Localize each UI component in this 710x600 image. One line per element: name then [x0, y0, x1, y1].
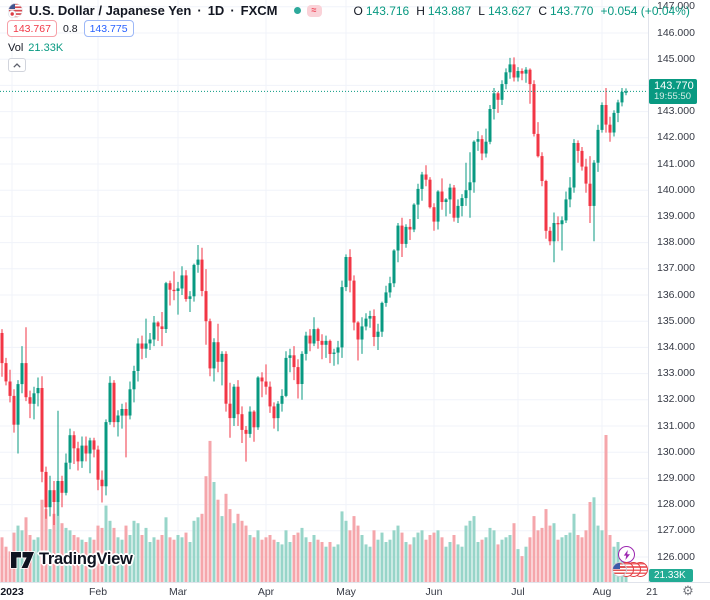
price-axis-label: 139.000 [657, 209, 695, 222]
price-axis-label: 143.000 [657, 105, 695, 118]
price-axis-label: 128.000 [657, 498, 695, 511]
symbol-legend[interactable]: U.S. Dollar / Japanese Yen · 1D · FXCM ≈… [8, 3, 690, 18]
spread-value: 0.8 [62, 22, 78, 35]
collapse-legend-button[interactable] [8, 58, 26, 72]
time-axis-label: 21 [646, 586, 658, 598]
close-label: C [538, 3, 548, 18]
price-axis-label: 133.000 [657, 367, 695, 380]
bid-ask-row: 143.767 0.8 143.775 [7, 20, 134, 37]
time-axis-label: Jun [425, 586, 443, 598]
title-separator: · [230, 3, 235, 18]
price-axis-label: 126.000 [657, 550, 695, 563]
ohlc-readout: O 143.716 H 143.887 L 143.627 C 143.770 +0.0… [354, 4, 690, 18]
price-axis-label: 131.000 [657, 419, 695, 432]
buy-ask-button[interactable]: 143.775 [83, 20, 134, 37]
sell-bid-button[interactable]: 143.767 [7, 20, 57, 37]
title-separator: · [197, 3, 202, 18]
price-axis-label: 129.000 [657, 471, 695, 484]
price-axis-label: 127.000 [657, 524, 695, 537]
close-value: 143.770 [550, 3, 594, 18]
instant-trading-button[interactable] [618, 546, 635, 563]
time-axis-label: Apr [257, 586, 275, 598]
tradingview-watermark[interactable]: TradingView [10, 550, 133, 569]
timezone-settings-gear-icon[interactable]: ⚙ [682, 583, 694, 598]
time-axis-label: Mar [168, 586, 188, 598]
symbol-title[interactable]: U.S. Dollar / Japanese Yen [29, 3, 192, 18]
lightning-icon [623, 549, 630, 560]
high-value: 143.887 [427, 3, 472, 18]
price-axis-label: 135.000 [657, 314, 695, 327]
price-axis-label: 132.000 [657, 393, 695, 406]
interval-label[interactable]: 1D [207, 3, 225, 18]
time-axis-label: Aug [592, 586, 612, 598]
price-axis-label: 146.000 [657, 26, 695, 39]
time-axis-label: Feb [88, 586, 108, 598]
last-price-value: 143.770 [654, 80, 694, 93]
volume-legend[interactable]: Vol 21.33K [8, 42, 63, 54]
volume-axis-tag: 21.33K [649, 569, 693, 582]
us-flag-icon [612, 562, 627, 577]
last-price-tag: 143.770 19:55:50 [649, 79, 697, 105]
price-axis-label: 140.000 [657, 183, 695, 196]
low-label: L [478, 3, 485, 18]
price-axis-label: 142.000 [657, 131, 695, 144]
price-axis-label: 134.000 [657, 340, 695, 353]
currency-pair-flag-icon [8, 3, 23, 18]
open-value: 143.716 [365, 3, 410, 18]
time-axis-label: Jul [511, 586, 525, 598]
tradingview-logo-icon [10, 550, 35, 569]
time-axis[interactable]: 2023 Feb Mar Apr May Jun Jul Aug 21 [0, 582, 710, 600]
price-axis-label: 130.000 [657, 445, 695, 458]
exchange-label[interactable]: FXCM [240, 3, 278, 18]
time-axis-label: May [336, 586, 356, 598]
candlestick-chart-canvas[interactable] [0, 0, 648, 582]
price-axis-label: 145.000 [657, 52, 695, 65]
price-axis-label: 136.000 [657, 288, 695, 301]
volume-label: Vol [8, 42, 24, 54]
low-value: 143.627 [487, 3, 532, 18]
bar-countdown: 19:55:50 [654, 91, 691, 103]
market-notice-icon[interactable]: ≈ [306, 4, 322, 17]
price-axis-label: 138.000 [657, 236, 695, 249]
change-value: +0.054 (+0.04%) [600, 3, 690, 18]
price-axis-label: 147.000 [657, 0, 695, 13]
tradingview-logo-text: TradingView [39, 550, 133, 568]
economic-events-button[interactable] [612, 562, 650, 578]
volume-value: 21.33K [28, 42, 64, 54]
open-label: O [353, 3, 363, 18]
high-label: H [416, 3, 425, 18]
time-axis-label: 2023 [0, 586, 24, 598]
price-axis-label: 137.000 [657, 262, 695, 275]
price-axis-label: 141.000 [657, 157, 695, 170]
chevron-up-icon [13, 62, 21, 68]
market-status-dot-icon[interactable] [293, 7, 301, 14]
